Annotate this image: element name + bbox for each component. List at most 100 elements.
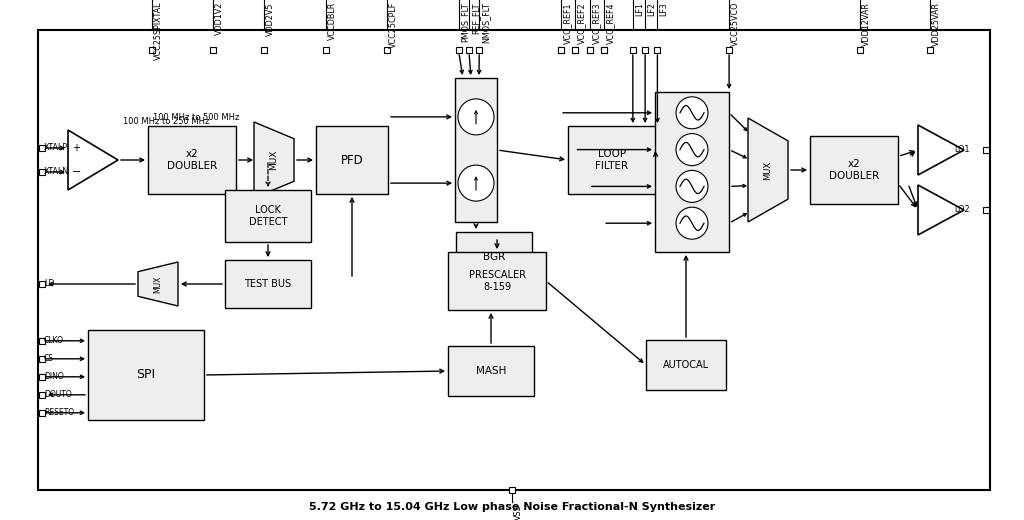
Text: LD: LD: [44, 280, 54, 289]
Text: AUTOCAL: AUTOCAL: [663, 360, 709, 370]
Bar: [726, 47, 732, 53]
Text: XTALN: XTALN: [44, 167, 70, 176]
Text: REF_FLT: REF_FLT: [471, 2, 480, 33]
Text: VSS: VSS: [514, 504, 523, 520]
Bar: [456, 232, 532, 282]
Bar: [148, 47, 155, 53]
Bar: [572, 47, 579, 53]
Polygon shape: [748, 118, 788, 222]
Bar: [810, 136, 898, 204]
Bar: [39, 410, 45, 416]
Bar: [39, 374, 45, 380]
Text: SPI: SPI: [136, 369, 156, 382]
Text: LOOP
FILTER: LOOP FILTER: [595, 149, 629, 171]
Text: VCO_REF4: VCO_REF4: [606, 2, 615, 44]
Bar: [646, 340, 726, 390]
Text: VCO_REF1: VCO_REF1: [563, 2, 572, 44]
Text: LF3: LF3: [659, 2, 669, 16]
Bar: [630, 47, 636, 53]
Text: RESETO: RESETO: [44, 408, 74, 417]
Text: TEST BUS: TEST BUS: [245, 279, 292, 289]
Bar: [88, 330, 204, 420]
Bar: [572, 47, 579, 53]
Text: MUX: MUX: [154, 275, 163, 293]
Bar: [601, 47, 607, 53]
Text: 5.72 GHz to 15.04 GHz Low phase Noise Fractional-N Synthesizer: 5.72 GHz to 15.04 GHz Low phase Noise Fr…: [309, 502, 715, 512]
Text: LO2: LO2: [954, 205, 970, 214]
Text: LF2: LF2: [647, 2, 656, 16]
Text: LO1: LO1: [954, 146, 970, 154]
Bar: [558, 47, 564, 53]
Circle shape: [676, 207, 708, 239]
Polygon shape: [254, 122, 294, 198]
Bar: [39, 169, 45, 175]
Text: VDD25VAR: VDD25VAR: [932, 2, 941, 46]
Bar: [225, 260, 311, 308]
Text: VCO_REF2: VCO_REF2: [578, 2, 587, 44]
Bar: [225, 190, 311, 242]
Bar: [323, 47, 329, 53]
Text: NMOS_FLT: NMOS_FLT: [481, 2, 490, 43]
Text: DINO: DINO: [44, 372, 63, 381]
Bar: [983, 207, 989, 213]
Text: VCO_REF3: VCO_REF3: [592, 2, 601, 44]
Bar: [601, 47, 607, 53]
Bar: [456, 47, 462, 53]
Bar: [587, 47, 593, 53]
Text: CS: CS: [44, 354, 54, 363]
Text: 100 MHz to 500 MHz: 100 MHz to 500 MHz: [153, 113, 240, 123]
Bar: [857, 47, 863, 53]
Circle shape: [676, 134, 708, 165]
Text: VCCDBLR: VCCDBLR: [328, 2, 337, 40]
Bar: [384, 47, 390, 53]
Text: LF1: LF1: [635, 2, 644, 16]
Bar: [39, 392, 45, 398]
Text: VDD12VAR: VDD12VAR: [862, 2, 871, 46]
Text: DOUTO: DOUTO: [44, 391, 72, 399]
Text: VCC25SPIXTAL: VCC25SPIXTAL: [154, 2, 163, 60]
Text: LOCK
DETECT: LOCK DETECT: [249, 205, 287, 227]
Bar: [316, 126, 388, 194]
Circle shape: [676, 97, 708, 129]
Text: x2
DOUBLER: x2 DOUBLER: [828, 159, 880, 181]
Text: PMOS_FLT: PMOS_FLT: [461, 2, 470, 42]
Bar: [654, 47, 660, 53]
Text: MUX: MUX: [269, 150, 279, 170]
Bar: [642, 47, 648, 53]
Bar: [927, 47, 933, 53]
Text: −: −: [72, 167, 81, 177]
Polygon shape: [918, 185, 964, 235]
Bar: [509, 487, 515, 493]
Bar: [449, 346, 534, 396]
Text: PFD: PFD: [341, 153, 364, 166]
Bar: [39, 281, 45, 287]
Text: MUX: MUX: [764, 161, 772, 179]
Text: 100 MHz to 250 MHz: 100 MHz to 250 MHz: [123, 118, 209, 126]
Text: VDD2V5: VDD2V5: [266, 2, 275, 35]
Text: CLKO: CLKO: [44, 336, 63, 345]
Text: BGR: BGR: [483, 252, 505, 262]
Bar: [261, 47, 267, 53]
Text: x2
DOUBLER: x2 DOUBLER: [167, 149, 217, 171]
Circle shape: [676, 171, 708, 202]
Bar: [476, 47, 482, 53]
Bar: [210, 47, 216, 53]
Bar: [558, 47, 564, 53]
Polygon shape: [918, 125, 964, 175]
Text: XTALP: XTALP: [44, 144, 69, 152]
Text: PRESCALER
8-159: PRESCALER 8-159: [469, 270, 525, 292]
Bar: [568, 126, 656, 194]
Bar: [655, 92, 729, 252]
Bar: [39, 356, 45, 362]
Bar: [455, 78, 497, 222]
Bar: [39, 338, 45, 344]
Text: MASH: MASH: [476, 366, 506, 376]
Bar: [983, 147, 989, 153]
Text: VCC25VCO: VCC25VCO: [731, 2, 740, 46]
Bar: [449, 252, 546, 310]
Circle shape: [458, 165, 494, 201]
Circle shape: [458, 99, 494, 135]
Text: VCC25CPLF: VCC25CPLF: [389, 2, 398, 48]
Polygon shape: [68, 130, 118, 190]
Polygon shape: [138, 262, 178, 306]
